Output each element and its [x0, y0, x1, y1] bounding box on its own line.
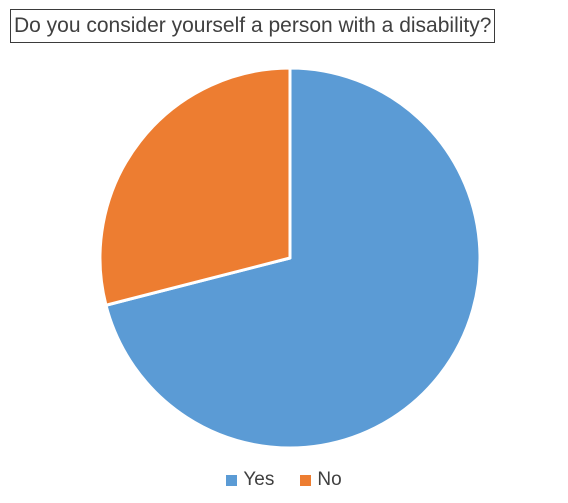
legend-swatch-yes	[226, 474, 238, 486]
pie-chart	[98, 66, 482, 450]
pie-slice-yes	[104, 66, 482, 450]
chart-title: Do you consider yourself a person with a…	[10, 9, 496, 43]
chart-legend: Yes No	[0, 466, 568, 494]
legend-label-no: No	[317, 469, 342, 490]
legend-item-yes: Yes	[226, 469, 274, 491]
legend-swatch-no	[300, 474, 312, 486]
legend-label-yes: Yes	[243, 469, 275, 490]
pie-slice-no	[98, 66, 292, 307]
legend-item-no: No	[300, 469, 342, 491]
